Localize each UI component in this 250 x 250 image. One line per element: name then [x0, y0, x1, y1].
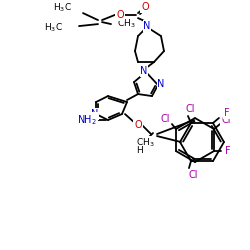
Text: Cl: Cl — [160, 114, 170, 124]
Text: N: N — [140, 66, 148, 76]
Text: Cl: Cl — [185, 104, 195, 114]
Text: H$_3$C: H$_3$C — [44, 22, 63, 34]
Text: NH$_2$: NH$_2$ — [77, 113, 97, 127]
Text: CH$_3$: CH$_3$ — [136, 137, 154, 149]
Text: H: H — [136, 146, 143, 154]
Text: F: F — [224, 108, 230, 118]
Text: F: F — [225, 146, 231, 156]
Text: N: N — [157, 79, 165, 89]
Text: H$_3$C: H$_3$C — [53, 2, 72, 14]
Text: Cl: Cl — [221, 115, 231, 125]
Text: O: O — [141, 2, 149, 12]
Text: CH$_3$: CH$_3$ — [117, 18, 136, 30]
Text: N: N — [91, 109, 99, 119]
Text: Cl: Cl — [188, 170, 198, 180]
Text: N: N — [143, 21, 151, 31]
Text: O: O — [116, 10, 124, 20]
Text: O: O — [134, 120, 142, 130]
